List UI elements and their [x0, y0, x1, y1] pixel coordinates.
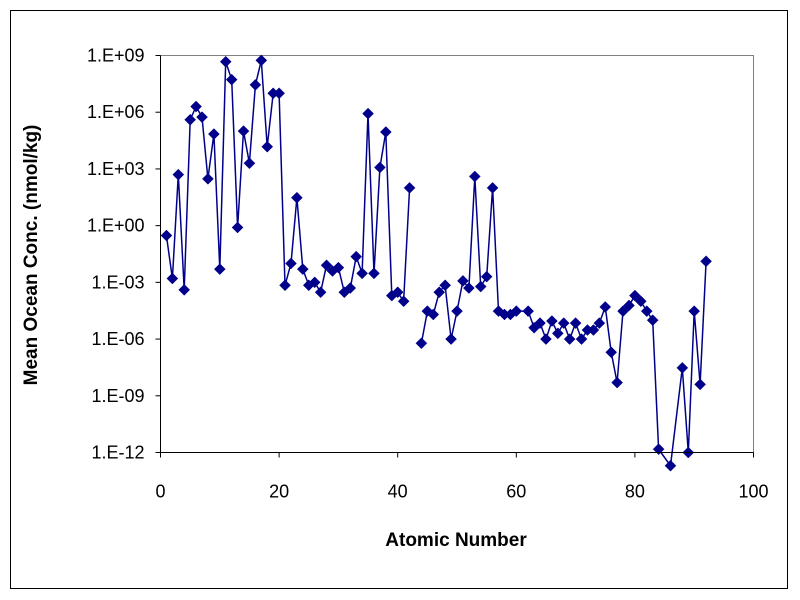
x-tick-label: 20	[269, 482, 289, 502]
data-point	[231, 221, 244, 234]
data-point	[617, 305, 629, 318]
data-point	[178, 284, 191, 296]
x-axis-title: Atomic Number	[385, 530, 527, 551]
data-point	[640, 305, 653, 318]
data-point	[463, 282, 475, 294]
data-point	[397, 295, 410, 308]
data-point	[439, 279, 451, 292]
data-point	[486, 181, 499, 194]
y-tick-label: 1.E-09	[91, 386, 144, 406]
data-point	[664, 459, 677, 472]
data-point	[652, 443, 665, 456]
data-point	[694, 378, 706, 391]
x-tick-label: 40	[388, 482, 408, 502]
data-point	[700, 255, 712, 268]
data-point	[575, 333, 588, 345]
data-point	[474, 280, 487, 293]
data-point	[291, 191, 303, 204]
data-point	[433, 286, 446, 299]
data-point	[219, 55, 232, 68]
data-point	[296, 263, 309, 275]
data-point	[166, 272, 179, 285]
data-point	[314, 286, 327, 299]
data-point	[213, 263, 226, 275]
data-point	[243, 157, 256, 170]
y-axis-title: Mean Ocean Conc. (nmol/kg)	[21, 125, 42, 386]
y-tick-label: 1.E+06	[87, 102, 145, 122]
data-point	[629, 289, 641, 302]
data-point	[285, 257, 297, 270]
x-tick-label: 100	[738, 482, 768, 502]
data-layer	[160, 54, 712, 472]
data-point	[569, 317, 582, 329]
data-point	[587, 324, 600, 336]
data-point	[172, 168, 185, 181]
data-point	[445, 333, 457, 345]
data-point	[593, 317, 606, 329]
data-point	[563, 333, 576, 345]
data-point	[208, 128, 220, 140]
data-point	[457, 275, 469, 287]
data-point	[308, 276, 321, 289]
data-point	[510, 305, 523, 318]
data-point	[279, 279, 291, 292]
data-point	[427, 308, 440, 321]
data-point	[350, 250, 363, 263]
data-point	[344, 282, 357, 294]
data-point	[249, 79, 262, 91]
y-tick-label: 1.E+09	[87, 46, 145, 66]
data-point	[646, 314, 659, 327]
data-point	[379, 126, 392, 138]
data-point	[623, 299, 635, 312]
x-tick-label: 60	[506, 482, 526, 502]
data-point	[374, 161, 386, 174]
data-point	[255, 54, 268, 67]
data-point	[261, 140, 274, 153]
series-line	[420, 176, 707, 468]
plot-area	[160, 55, 754, 453]
x-tick-label: 80	[625, 482, 645, 502]
data-point	[676, 362, 689, 374]
data-point	[202, 172, 214, 185]
data-point	[368, 267, 380, 280]
data-point	[546, 315, 558, 327]
data-point	[332, 261, 345, 274]
data-point	[391, 286, 404, 299]
data-point	[557, 317, 570, 329]
x-tick-label: 0	[155, 482, 165, 502]
data-point	[237, 125, 250, 137]
data-point	[634, 295, 647, 308]
data-point	[451, 305, 463, 318]
axis-layer: 1.E-12 1.E-09 1.E-06 1.E-03 1.E+00 1.E+03 1.E+…	[87, 46, 769, 502]
data-point	[551, 327, 564, 340]
data-point	[403, 181, 416, 194]
data-point	[190, 100, 202, 113]
series-line	[165, 60, 411, 304]
data-point	[540, 333, 552, 345]
y-tick-label: 1.E-06	[91, 329, 144, 349]
data-point	[688, 305, 701, 318]
data-point	[225, 73, 238, 86]
data-point	[196, 111, 208, 123]
data-point	[534, 317, 546, 329]
y-tick-label: 1.E+00	[87, 216, 145, 236]
data-point	[356, 267, 368, 280]
data-point	[480, 270, 493, 283]
data-point	[320, 259, 333, 272]
y-tick-label: 1.E+03	[87, 159, 145, 179]
y-tick-label: 1.E-12	[91, 443, 144, 463]
data-point	[605, 346, 618, 359]
y-tick-label: 1.E-03	[91, 272, 144, 292]
data-point	[184, 113, 197, 126]
data-point	[468, 170, 481, 183]
data-point	[362, 107, 374, 120]
data-point	[599, 301, 612, 313]
data-point	[273, 87, 285, 100]
data-point	[611, 376, 623, 389]
data-point	[522, 305, 535, 318]
data-point	[160, 229, 173, 242]
data-point	[415, 337, 428, 350]
